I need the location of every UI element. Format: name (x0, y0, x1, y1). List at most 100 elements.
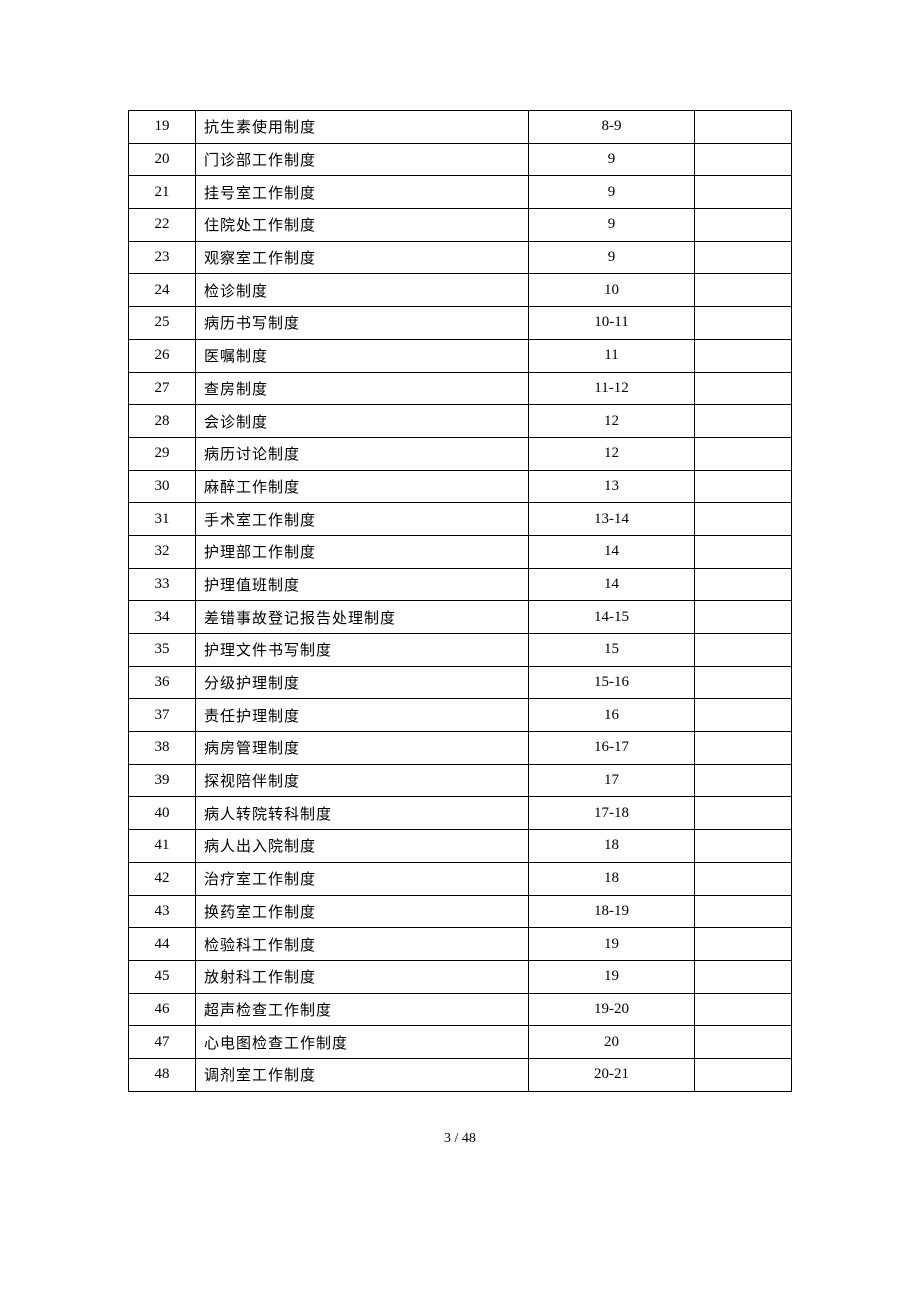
row-page: 15-16 (529, 666, 695, 699)
row-title: 心电图检查工作制度 (196, 1026, 529, 1059)
row-note (695, 960, 792, 993)
row-number: 34 (129, 601, 196, 634)
table-row: 40病人转院转科制度17-18 (129, 797, 792, 830)
row-number: 26 (129, 339, 196, 372)
table-row: 21挂号室工作制度9 (129, 176, 792, 209)
row-title: 查房制度 (196, 372, 529, 405)
row-note (695, 470, 792, 503)
row-number: 27 (129, 372, 196, 405)
row-note (695, 111, 792, 144)
row-title: 观察室工作制度 (196, 241, 529, 274)
row-number: 28 (129, 405, 196, 438)
row-number: 45 (129, 960, 196, 993)
row-note (695, 601, 792, 634)
row-note (695, 634, 792, 667)
row-note (695, 764, 792, 797)
row-page: 18 (529, 830, 695, 863)
table-body: 19抗生素使用制度8-920门诊部工作制度921挂号室工作制度922住院处工作制… (129, 111, 792, 1092)
row-note (695, 307, 792, 340)
row-number: 25 (129, 307, 196, 340)
row-note (695, 1026, 792, 1059)
table-row: 23观察室工作制度9 (129, 241, 792, 274)
row-note (695, 895, 792, 928)
row-number: 35 (129, 634, 196, 667)
row-note (695, 209, 792, 242)
row-page: 17 (529, 764, 695, 797)
row-number: 48 (129, 1058, 196, 1091)
row-note (695, 928, 792, 961)
row-number: 24 (129, 274, 196, 307)
table-row: 34差错事故登记报告处理制度14-15 (129, 601, 792, 634)
row-page: 8-9 (529, 111, 695, 144)
row-title: 调剂室工作制度 (196, 1058, 529, 1091)
row-note (695, 862, 792, 895)
row-note (695, 274, 792, 307)
table-row: 47心电图检查工作制度20 (129, 1026, 792, 1059)
row-note (695, 830, 792, 863)
row-number: 30 (129, 470, 196, 503)
row-page: 10-11 (529, 307, 695, 340)
row-note (695, 732, 792, 765)
row-note (695, 503, 792, 536)
row-note (695, 568, 792, 601)
row-note (695, 176, 792, 209)
row-number: 21 (129, 176, 196, 209)
table-row: 30麻醉工作制度13 (129, 470, 792, 503)
row-number: 20 (129, 143, 196, 176)
row-title: 探视陪伴制度 (196, 764, 529, 797)
table-row: 39探视陪伴制度17 (129, 764, 792, 797)
row-number: 22 (129, 209, 196, 242)
row-title: 责任护理制度 (196, 699, 529, 732)
row-page: 19-20 (529, 993, 695, 1026)
row-title: 麻醉工作制度 (196, 470, 529, 503)
row-page: 9 (529, 209, 695, 242)
row-title: 挂号室工作制度 (196, 176, 529, 209)
row-number: 42 (129, 862, 196, 895)
row-title: 超声检查工作制度 (196, 993, 529, 1026)
row-note (695, 993, 792, 1026)
row-title: 差错事故登记报告处理制度 (196, 601, 529, 634)
contents-table: 19抗生素使用制度8-920门诊部工作制度921挂号室工作制度922住院处工作制… (128, 110, 792, 1092)
page-number: 3 / 48 (444, 1131, 476, 1146)
table-row: 20门诊部工作制度9 (129, 143, 792, 176)
table-row: 29病历讨论制度12 (129, 437, 792, 470)
table-row: 36分级护理制度15-16 (129, 666, 792, 699)
row-number: 36 (129, 666, 196, 699)
table-row: 43换药室工作制度18-19 (129, 895, 792, 928)
row-note (695, 437, 792, 470)
row-number: 40 (129, 797, 196, 830)
row-number: 23 (129, 241, 196, 274)
row-title: 抗生素使用制度 (196, 111, 529, 144)
row-number: 29 (129, 437, 196, 470)
row-page: 15 (529, 634, 695, 667)
row-number: 46 (129, 993, 196, 1026)
row-title: 换药室工作制度 (196, 895, 529, 928)
row-note (695, 241, 792, 274)
row-page: 14 (529, 568, 695, 601)
table-row: 24检诊制度10 (129, 274, 792, 307)
table-row: 22住院处工作制度9 (129, 209, 792, 242)
row-number: 38 (129, 732, 196, 765)
row-number: 37 (129, 699, 196, 732)
row-page: 9 (529, 176, 695, 209)
row-note (695, 535, 792, 568)
row-note (695, 372, 792, 405)
row-number: 39 (129, 764, 196, 797)
table-row: 33护理值班制度14 (129, 568, 792, 601)
row-title: 会诊制度 (196, 405, 529, 438)
row-page: 18-19 (529, 895, 695, 928)
table-row: 35护理文件书写制度15 (129, 634, 792, 667)
table-row: 32护理部工作制度14 (129, 535, 792, 568)
row-number: 41 (129, 830, 196, 863)
row-title: 病历书写制度 (196, 307, 529, 340)
row-page: 13 (529, 470, 695, 503)
row-title: 放射科工作制度 (196, 960, 529, 993)
row-note (695, 699, 792, 732)
row-page: 17-18 (529, 797, 695, 830)
row-number: 47 (129, 1026, 196, 1059)
row-title: 病房管理制度 (196, 732, 529, 765)
row-note (695, 797, 792, 830)
table-row: 37责任护理制度16 (129, 699, 792, 732)
row-title: 护理值班制度 (196, 568, 529, 601)
row-title: 检诊制度 (196, 274, 529, 307)
